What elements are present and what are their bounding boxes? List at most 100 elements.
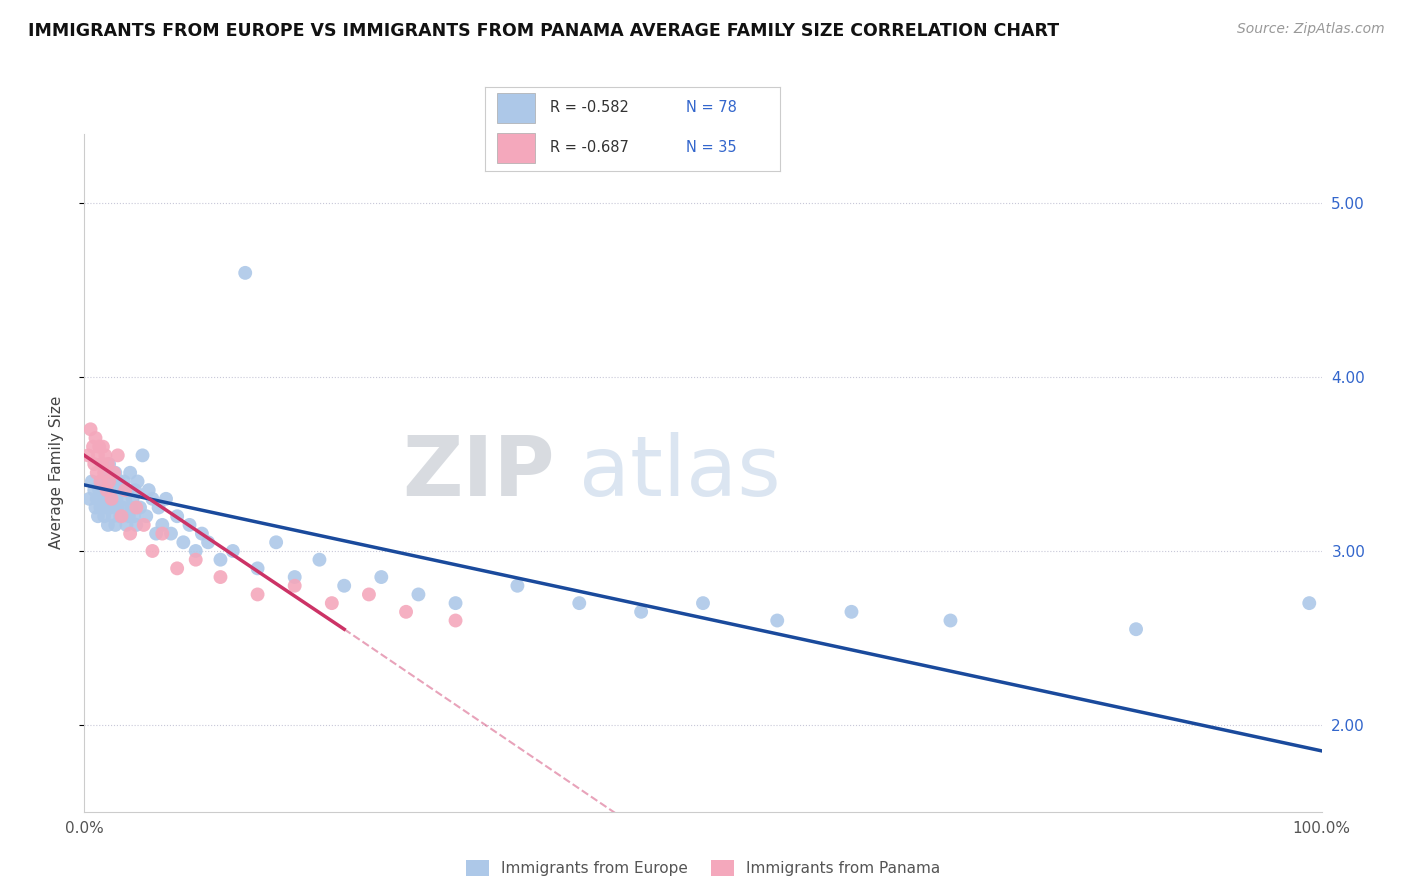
- Point: [150, 517, 173, 532]
- Point: [86, 491, 108, 506]
- Point: [444, 614, 467, 628]
- Point: [114, 491, 136, 506]
- Point: [77, 449, 100, 463]
- Text: R = -0.582: R = -0.582: [550, 100, 628, 115]
- Point: [120, 526, 142, 541]
- Point: [121, 491, 143, 506]
- Point: [96, 500, 118, 515]
- Point: [97, 517, 120, 532]
- Point: [83, 483, 105, 497]
- Point: [91, 491, 114, 506]
- Point: [108, 475, 131, 489]
- Point: [184, 544, 207, 558]
- Point: [141, 491, 163, 506]
- Point: [197, 535, 219, 549]
- Point: [333, 579, 356, 593]
- Point: [83, 457, 105, 471]
- Point: [120, 466, 142, 480]
- Point: [89, 500, 111, 515]
- Point: [145, 526, 167, 541]
- Point: [150, 526, 173, 541]
- Point: [148, 500, 170, 515]
- Point: [125, 517, 148, 532]
- Point: [107, 500, 129, 515]
- Point: [135, 509, 157, 524]
- Point: [630, 605, 652, 619]
- Point: [284, 570, 307, 584]
- Point: [209, 570, 232, 584]
- Point: [114, 483, 136, 497]
- Point: [100, 475, 122, 489]
- Point: [264, 535, 287, 549]
- Point: [84, 500, 107, 515]
- Point: [98, 500, 121, 515]
- Point: [82, 440, 104, 454]
- Point: [222, 544, 245, 558]
- Point: [118, 509, 141, 524]
- Point: [124, 483, 146, 497]
- Point: [96, 483, 118, 497]
- Legend: Immigrants from Europe, Immigrants from Panama: Immigrants from Europe, Immigrants from …: [460, 854, 946, 882]
- Point: [100, 491, 122, 506]
- Point: [131, 449, 153, 463]
- Point: [132, 517, 155, 532]
- Point: [246, 587, 269, 601]
- Point: [766, 614, 789, 628]
- Point: [841, 605, 863, 619]
- Point: [284, 579, 307, 593]
- Point: [91, 457, 114, 471]
- Point: [395, 605, 418, 619]
- Point: [939, 614, 962, 628]
- Text: atlas: atlas: [579, 433, 780, 513]
- Point: [110, 509, 132, 524]
- Point: [105, 491, 128, 506]
- Point: [155, 491, 177, 506]
- Point: [104, 517, 127, 532]
- Text: IMMIGRANTS FROM EUROPE VS IMMIGRANTS FROM PANAMA AVERAGE FAMILY SIZE CORRELATION: IMMIGRANTS FROM EUROPE VS IMMIGRANTS FRO…: [28, 22, 1059, 40]
- Point: [90, 475, 112, 489]
- Point: [141, 544, 163, 558]
- Point: [308, 552, 330, 566]
- Point: [444, 596, 467, 610]
- Text: ZIP: ZIP: [402, 433, 554, 513]
- Text: R = -0.687: R = -0.687: [550, 140, 628, 155]
- Point: [122, 509, 145, 524]
- Point: [166, 561, 188, 575]
- Point: [110, 509, 132, 524]
- Point: [506, 579, 529, 593]
- Point: [179, 517, 201, 532]
- Point: [370, 570, 392, 584]
- Point: [91, 440, 114, 454]
- Text: N = 35: N = 35: [686, 140, 737, 155]
- Point: [98, 491, 121, 506]
- Point: [80, 475, 103, 489]
- Point: [357, 587, 380, 601]
- Point: [103, 466, 125, 480]
- Point: [184, 552, 207, 566]
- Point: [103, 483, 125, 497]
- Point: [166, 509, 188, 524]
- Point: [94, 449, 117, 463]
- Point: [87, 449, 110, 463]
- Point: [160, 526, 183, 541]
- Point: [568, 596, 591, 610]
- Point: [129, 500, 152, 515]
- Point: [94, 483, 117, 497]
- Point: [138, 483, 160, 497]
- Point: [111, 500, 134, 515]
- Point: [191, 526, 214, 541]
- Point: [112, 475, 135, 489]
- Point: [233, 266, 256, 280]
- Point: [89, 483, 111, 497]
- Point: [79, 491, 101, 506]
- Point: [209, 552, 232, 566]
- Point: [98, 457, 121, 471]
- Point: [93, 509, 115, 524]
- Point: [89, 440, 111, 454]
- Bar: [496, 133, 536, 162]
- Point: [120, 500, 142, 515]
- Point: [127, 475, 149, 489]
- Point: [86, 466, 108, 480]
- Point: [93, 466, 115, 480]
- Point: [125, 500, 148, 515]
